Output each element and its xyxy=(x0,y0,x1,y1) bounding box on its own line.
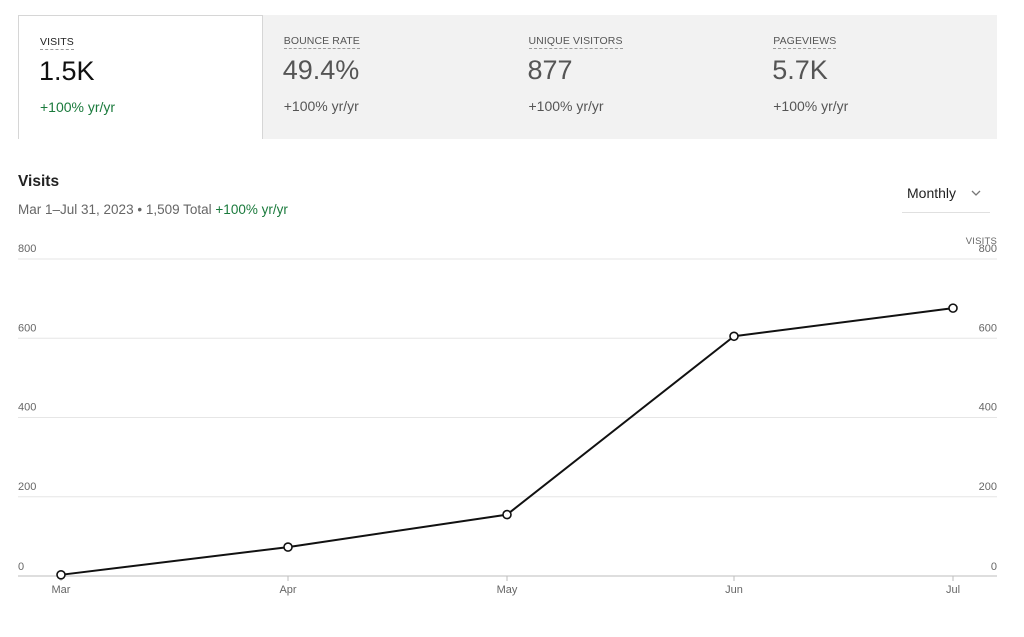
y-tick-label-right: 400 xyxy=(979,402,997,414)
total-count: 1,509 Total xyxy=(145,202,212,217)
stats-tab-bar: VISITS 1.5K +100% yr/yr BOUNCE RATE 49.4… xyxy=(18,15,997,139)
date-range: Mar 1–Jul 31, 2023 xyxy=(18,202,134,217)
x-tick-label: Jun xyxy=(725,584,743,596)
y-axis-title: VISITS xyxy=(966,236,997,247)
chart-subtitle: Mar 1–Jul 31, 2023 • 1,509 Total +100% y… xyxy=(18,202,288,217)
data-point xyxy=(729,331,739,342)
y-tick-label-right: 800 xyxy=(979,243,997,255)
stat-value: 877 xyxy=(527,55,573,85)
data-point xyxy=(502,509,512,520)
x-tick-label: Mar xyxy=(52,584,71,596)
period-select-value: Monthly xyxy=(907,185,957,201)
stat-tab-visits[interactable]: VISITS 1.5K +100% yr/yr xyxy=(18,15,263,139)
y-tick-label-left: 400 xyxy=(18,402,36,414)
y-tick-label-right: 200 xyxy=(979,481,997,493)
y-tick-label-left: 200 xyxy=(18,481,36,493)
stat-tab-bounce-rate[interactable]: BOUNCE RATE 49.4% +100% yr/yr xyxy=(263,15,508,139)
x-tick-label: Apr xyxy=(279,584,296,596)
chart-title: Visits xyxy=(18,173,60,190)
y-tick-label-left: 800 xyxy=(18,243,36,255)
stat-tab-pageviews[interactable]: PAGEVIEWS 5.7K +100% yr/yr xyxy=(752,15,997,139)
separator-dot: • xyxy=(137,202,143,217)
total-change: +100% yr/yr xyxy=(215,202,288,217)
stat-change: +100% yr/yr xyxy=(773,98,849,114)
stat-value: 1.5K xyxy=(39,56,95,86)
x-tick-label: Jul xyxy=(946,584,960,596)
y-tick-label-left: 0 xyxy=(18,561,24,573)
y-tick-label-right: 0 xyxy=(991,561,997,573)
data-point xyxy=(283,542,293,552)
stat-label: PAGEVIEWS xyxy=(773,35,837,49)
series-line-visits xyxy=(60,307,954,576)
y-tick-label-left: 600 xyxy=(18,322,36,334)
period-select[interactable]: Monthly xyxy=(902,177,990,213)
stat-label: UNIQUE VISITORS xyxy=(528,35,623,49)
stat-value: 49.4% xyxy=(282,55,360,85)
stat-change: +100% yr/yr xyxy=(40,99,116,115)
stat-value: 5.7K xyxy=(772,55,828,85)
stat-label: VISITS xyxy=(40,36,74,50)
stat-change: +100% yr/yr xyxy=(528,98,604,114)
x-tick-label: May xyxy=(497,584,518,596)
y-tick-label-right: 600 xyxy=(979,322,997,334)
chevron-down-icon xyxy=(970,186,982,202)
stat-label: BOUNCE RATE xyxy=(283,35,360,49)
stat-change: +100% yr/yr xyxy=(283,98,359,114)
stat-tab-unique-visitors[interactable]: UNIQUE VISITORS 877 +100% yr/yr xyxy=(508,15,753,139)
data-point xyxy=(56,570,66,580)
data-point xyxy=(948,303,958,313)
